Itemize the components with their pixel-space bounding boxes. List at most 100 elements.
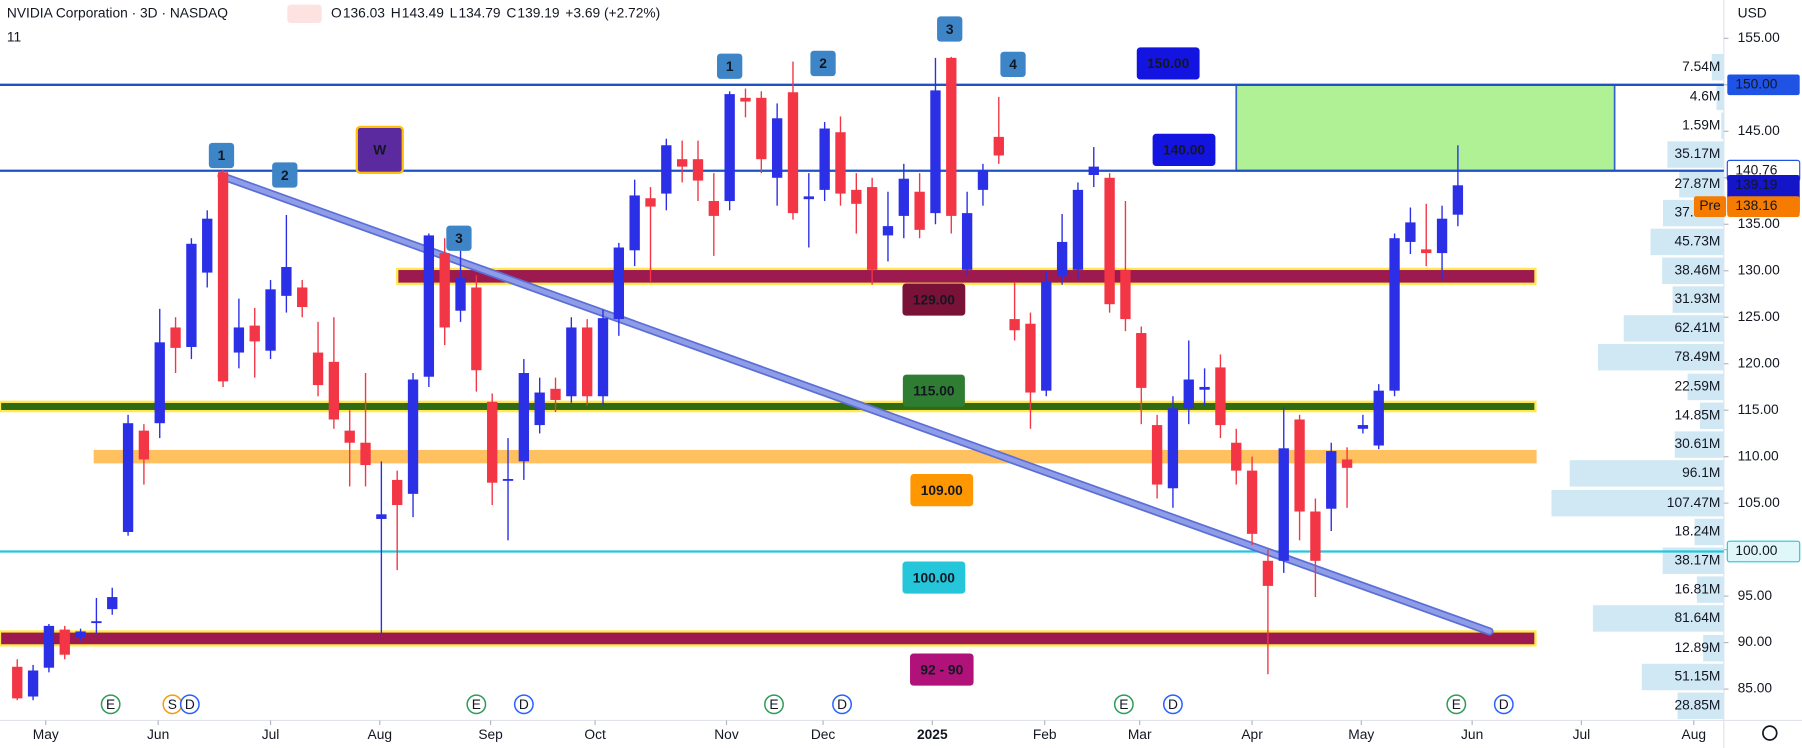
volume-profile-label: 12.89M [1674,640,1720,655]
candle-body [882,226,894,236]
target-zone [1235,83,1616,172]
candle-body [914,191,925,230]
ohlc-value: 134.79 [458,5,500,20]
settings-icon[interactable] [1762,725,1778,741]
volume-profile-bar [1687,373,1724,401]
ohlc-value: 136.03 [343,5,385,20]
candle-body [851,189,862,204]
x-tick-label: Jul [262,727,280,742]
level-label: 115.00 [913,383,955,398]
axis-badge-label: 140.76 [1735,162,1777,177]
candle-body [455,278,466,311]
candle-body [1199,386,1210,390]
interval-count[interactable]: 11 [7,30,21,45]
candle-body [692,159,704,181]
candle-body [439,253,450,328]
y-tick-label: 110.00 [1738,448,1779,463]
candle-body [1310,511,1321,561]
volume-profile-bar [1696,576,1724,603]
volume-profile-bar [1650,228,1724,256]
candle-body [629,195,640,251]
candle-body [471,287,482,371]
candle-body [1246,470,1258,534]
volume-profile-bar [1623,315,1724,342]
x-tick-label: Oct [584,727,606,742]
volume-profile-bar [1592,605,1724,632]
annotation-label: 3 [946,22,954,37]
ohlc-key: O [331,5,342,20]
y-tick-label: 95.00 [1738,588,1773,603]
candle-body [392,479,403,506]
candle-body [1056,241,1068,277]
candle-body [1389,238,1400,391]
volume-profile-bar [1597,343,1724,371]
candle-body [597,318,609,397]
event-label: D [1168,697,1178,712]
axis-badge [1726,540,1801,563]
event-label: D [519,697,529,712]
axis-badge-label: 100.00 [1735,543,1777,558]
candle-body [661,145,672,194]
status-icon[interactable] [287,4,322,23]
volume-profile-bar [1694,518,1724,546]
event-marker [1493,694,1514,715]
level-label: 140.00 [1163,143,1205,158]
volume-profile-bar [1677,692,1724,720]
volume-profile-label: 62.41M [1674,320,1720,335]
event-label: D [185,697,195,712]
axis-badge-tag-label: Pre [1699,198,1721,213]
volume-profile-bar [1672,286,1724,313]
level-label-box [910,474,974,507]
volume-profile-label: 18.24M [1674,524,1720,539]
volume-profile-label: 14.85M [1674,407,1720,422]
level-label-box [1136,47,1200,80]
volume-profile-bar [1551,489,1724,517]
level-label: 109.00 [921,483,963,498]
event-label: S [168,697,177,712]
candle-body [1151,425,1163,485]
y-tick-label: 135.00 [1738,216,1780,231]
candle-body [249,325,260,342]
candle-body [550,388,561,400]
volume-profile-label: 51.15M [1674,669,1720,684]
candle-body [866,187,878,270]
x-tick-label: Jun [1461,727,1483,742]
candle-body [771,118,783,178]
candle-body [676,159,688,167]
annotation-label: 4 [1009,57,1017,72]
volume-profile-label: 27.87M [1674,176,1720,191]
candle-body [312,352,324,386]
candle-body [1025,323,1036,393]
level-label-box [902,561,966,594]
event-marker [1113,694,1134,715]
y-tick-label: 105.00 [1738,495,1780,510]
x-tick-label: Dec [811,727,836,742]
x-tick-label: Jun [147,727,169,742]
level-label-box [910,653,974,686]
volume-profile-label: 96.1M [1682,465,1720,480]
y-tick-label: 85.00 [1738,681,1773,696]
candle-body [487,401,498,483]
level-band [0,630,1537,647]
y-tick-label: 115.00 [1738,402,1779,417]
volume-profile-label: 107.47M [1667,495,1721,510]
candle-body [328,361,340,420]
currency[interactable]: USD [1738,5,1767,20]
volume-profile-label: 45.73M [1674,234,1720,249]
volume-profile-label: 16.81M [1674,581,1720,596]
candle-body [344,430,355,443]
event-label: E [472,697,481,712]
level-label-box [902,283,966,316]
candle-body [756,97,767,160]
candle-body [819,128,830,190]
candle-body [1136,333,1147,388]
candle-body [265,289,276,351]
level-label: 100.00 [913,570,955,585]
candle-body [898,178,909,216]
annotation-box [810,50,836,77]
level-band [0,400,1537,413]
candle-body [59,629,70,655]
level-label: 92 - 90 [920,662,963,677]
ohlc-key: H [391,5,401,20]
